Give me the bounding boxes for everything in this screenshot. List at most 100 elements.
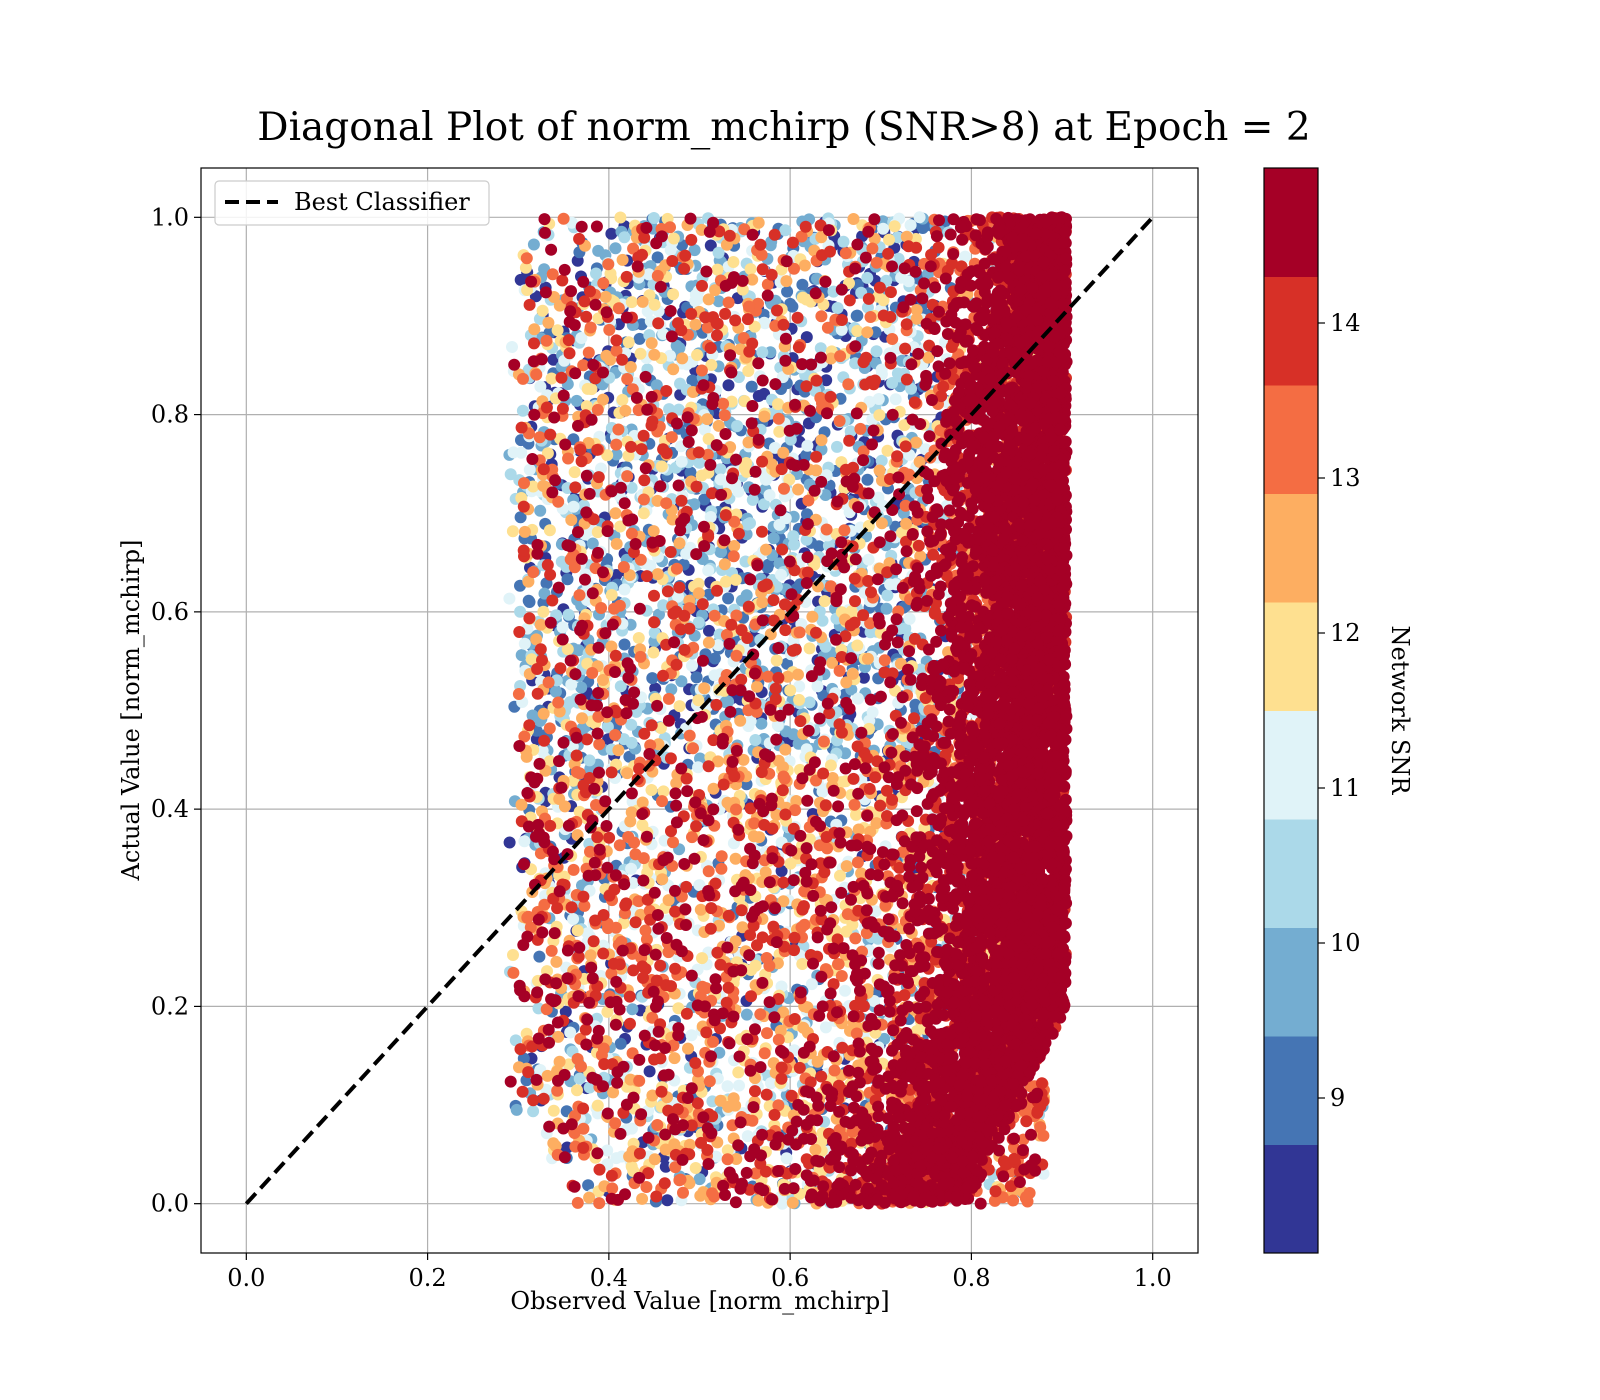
scatter-point bbox=[718, 558, 731, 571]
scatter-point bbox=[777, 770, 790, 783]
scatter-point bbox=[562, 608, 575, 621]
scatter-point bbox=[667, 836, 679, 849]
scatter-point bbox=[660, 497, 673, 510]
scatter-point bbox=[692, 616, 705, 629]
scatter-point bbox=[591, 1099, 604, 1112]
scatter-point bbox=[764, 239, 777, 252]
scatter-point bbox=[731, 420, 744, 432]
scatter-point bbox=[776, 543, 789, 556]
scatter-point bbox=[645, 784, 658, 796]
scatter-point bbox=[571, 924, 584, 937]
scatter-point bbox=[567, 500, 580, 513]
scatter-point bbox=[685, 1029, 698, 1042]
scatter-point bbox=[903, 612, 916, 625]
scatter-point bbox=[861, 473, 874, 486]
scatter-point bbox=[664, 546, 677, 558]
scatter-point bbox=[573, 589, 586, 602]
scatter-point bbox=[870, 256, 883, 269]
scatter-point bbox=[601, 720, 614, 733]
scatter-point bbox=[542, 316, 555, 329]
scatter-point bbox=[593, 738, 606, 751]
scatter-point bbox=[861, 271, 874, 284]
scatter-point bbox=[866, 706, 879, 719]
scatter-point bbox=[686, 831, 698, 844]
scatter-point bbox=[847, 213, 860, 225]
scatter-point bbox=[819, 489, 832, 501]
scatter-point bbox=[651, 1119, 664, 1131]
scatter-point bbox=[621, 373, 634, 385]
scatter-point bbox=[507, 966, 520, 979]
scatter-point bbox=[702, 293, 715, 306]
scatter-point bbox=[605, 589, 618, 601]
scatter-point bbox=[819, 640, 832, 653]
scatter-point bbox=[784, 433, 797, 446]
scatter-point bbox=[900, 318, 913, 331]
scatter-point bbox=[839, 984, 851, 997]
scatter-point bbox=[793, 680, 806, 693]
scatter-point bbox=[522, 910, 535, 923]
scatter-point bbox=[583, 1081, 596, 1094]
scatter-point bbox=[664, 221, 676, 234]
scatter-point bbox=[780, 1152, 793, 1165]
scatter-point bbox=[715, 862, 728, 875]
scatter-point bbox=[959, 250, 972, 263]
scatter-point bbox=[665, 683, 678, 696]
scatter-point bbox=[722, 296, 735, 309]
scatter-point bbox=[563, 347, 576, 360]
scatter-point bbox=[504, 468, 517, 481]
scatter-point bbox=[648, 1153, 661, 1166]
scatter-point bbox=[881, 589, 894, 602]
scatter-point bbox=[576, 712, 588, 725]
scatter-point bbox=[843, 294, 856, 307]
scatter-point bbox=[696, 980, 709, 993]
scatter-point bbox=[849, 932, 862, 945]
scatter-point bbox=[597, 393, 609, 406]
scatter-point bbox=[534, 504, 547, 517]
scatter-point bbox=[647, 212, 660, 224]
scatter-point bbox=[689, 295, 702, 308]
scatter-point bbox=[899, 622, 912, 635]
scatter-point bbox=[550, 685, 562, 698]
scatter-point bbox=[734, 714, 747, 727]
scatter-point bbox=[575, 681, 588, 694]
scatter-point bbox=[814, 391, 827, 404]
scatter-point bbox=[806, 610, 819, 623]
scatter-point bbox=[672, 403, 685, 416]
scatter-point bbox=[527, 1105, 540, 1118]
scatter-point bbox=[787, 728, 800, 741]
scatter-point bbox=[721, 1153, 734, 1166]
scatter-point bbox=[536, 304, 549, 317]
scatter-point bbox=[820, 374, 833, 387]
scatter-point bbox=[625, 718, 638, 731]
scatter-point bbox=[760, 952, 773, 964]
scatter-point bbox=[784, 857, 797, 870]
scatter-point bbox=[661, 1194, 674, 1207]
scatter-point bbox=[670, 562, 683, 575]
scatter-point bbox=[618, 231, 631, 244]
scatter-point bbox=[647, 646, 660, 659]
scatter-point bbox=[656, 795, 668, 808]
scatter-point bbox=[570, 394, 583, 407]
scatter-point bbox=[541, 1069, 554, 1082]
scatter-point bbox=[553, 793, 566, 805]
scatter-point bbox=[517, 372, 529, 385]
scatter-point bbox=[801, 439, 814, 452]
scatter-point bbox=[779, 224, 792, 237]
scatter-point bbox=[575, 455, 588, 468]
scatter-point bbox=[753, 831, 766, 844]
scatter-point bbox=[602, 258, 615, 271]
scatter-point bbox=[556, 621, 569, 634]
scatter-point bbox=[543, 524, 556, 537]
scatter-point bbox=[837, 235, 850, 248]
scatter-point bbox=[673, 700, 686, 713]
scatter-point bbox=[625, 806, 638, 819]
scatter-point bbox=[792, 483, 805, 496]
scatter-point bbox=[816, 614, 829, 627]
scatter-point bbox=[537, 707, 550, 720]
scatter-point bbox=[628, 836, 641, 849]
scatter-point bbox=[533, 431, 546, 444]
scatter-point bbox=[585, 383, 598, 396]
scatter-point bbox=[623, 1150, 636, 1163]
scatter-point bbox=[643, 1065, 656, 1078]
